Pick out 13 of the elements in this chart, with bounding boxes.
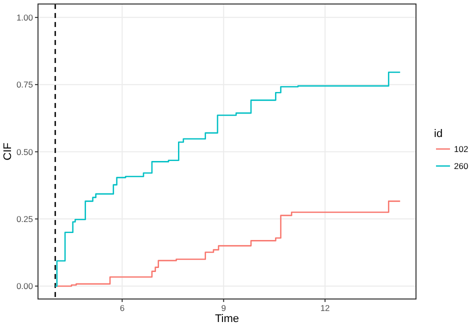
y-tick-label: 0.25 bbox=[16, 214, 34, 224]
x-tick-label: 12 bbox=[320, 303, 330, 313]
legend-label: 260 bbox=[454, 161, 468, 171]
y-tick-label: 0.50 bbox=[16, 146, 34, 157]
y-tick-label: 1.00 bbox=[16, 12, 34, 22]
legend-title: id bbox=[434, 128, 443, 140]
y-axis-title: CIF bbox=[2, 142, 14, 160]
x-tick-label: 6 bbox=[120, 303, 125, 313]
x-tick-label: 9 bbox=[221, 303, 226, 313]
y-tick-label: 0.00 bbox=[16, 281, 34, 292]
x-axis-title: Time bbox=[214, 313, 240, 325]
legend-label: 102 bbox=[454, 144, 468, 154]
y-tick-label: 0.75 bbox=[16, 80, 34, 90]
